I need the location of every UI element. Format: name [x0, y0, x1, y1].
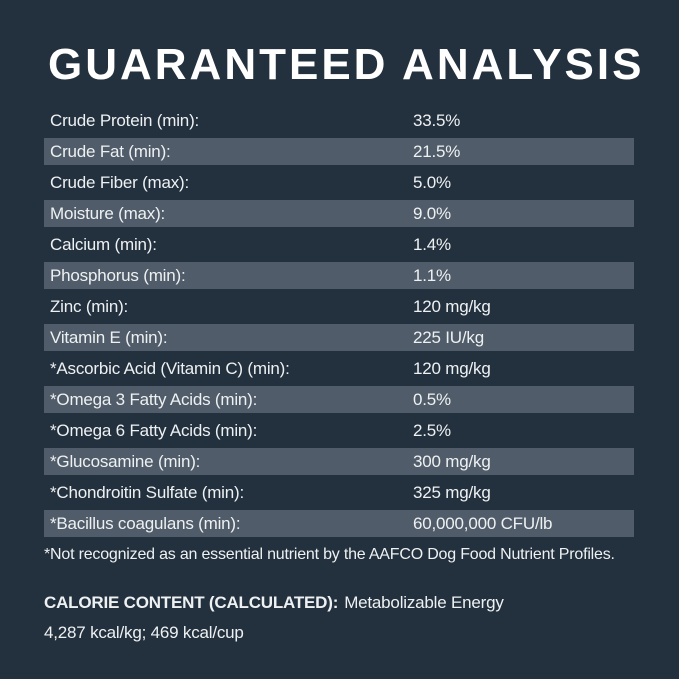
page-title: GUARANTEED ANALYSIS	[48, 40, 645, 89]
table-row-phosphorus: Phosphorus (min): 1.1%	[44, 260, 634, 291]
nutrient-label: Calcium (min):	[50, 235, 157, 254]
nutrient-value: 225 IU/kg	[413, 328, 484, 347]
nutrient-value: 9.0%	[413, 204, 451, 223]
nutrient-value: 300 mg/kg	[413, 452, 491, 471]
nutrient-label: Crude Fat (min):	[50, 142, 171, 161]
nutrient-label: Crude Protein (min):	[50, 111, 200, 130]
nutrient-value: 1.1%	[413, 266, 451, 285]
nutrient-value: 1.4%	[413, 235, 451, 254]
aafco-footnote: *Not recognized as an essential nutrient…	[44, 546, 615, 563]
calorie-content-line: CALORIE CONTENT (CALCULATED): Metabolizab…	[44, 588, 644, 618]
nutrient-label: *Ascorbic Acid (Vitamin C) (min):	[50, 359, 290, 378]
nutrient-label: Moisture (max):	[50, 204, 166, 223]
table-row-ascorbic-acid: *Ascorbic Acid (Vitamin C) (min): 120 mg…	[44, 353, 634, 384]
nutrient-value: 325 mg/kg	[413, 483, 491, 502]
calorie-content-description: Metabolizable Energy	[344, 593, 504, 612]
nutrient-value: 5.0%	[413, 173, 451, 192]
nutrient-value: 33.5%	[413, 111, 461, 130]
nutrient-label: Vitamin E (min):	[50, 328, 168, 347]
nutrient-value: 120 mg/kg	[413, 359, 491, 378]
table-row-crude-protein: Crude Protein (min): 33.5%	[44, 105, 634, 136]
nutrient-label: Phosphorus (min):	[50, 266, 186, 285]
table-row-glucosamine: *Glucosamine (min): 300 mg/kg	[44, 446, 634, 477]
nutrient-label: *Glucosamine (min):	[50, 452, 201, 471]
table-row-crude-fat: Crude Fat (min): 21.5%	[44, 136, 634, 167]
calorie-values: 4,287 kcal/kg; 469 kcal/cup	[44, 623, 244, 642]
table-row-zinc: Zinc (min): 120 mg/kg	[44, 291, 634, 322]
nutrient-value: 2.5%	[413, 421, 451, 440]
table-row-vitamin-e: Vitamin E (min): 225 IU/kg	[44, 322, 634, 353]
calorie-content-label: CALORIE CONTENT (CALCULATED):	[44, 593, 339, 612]
nutrient-label: *Omega 3 Fatty Acids (min):	[50, 390, 258, 409]
table-row-crude-fiber: Crude Fiber (max): 5.0%	[44, 167, 634, 198]
nutrient-value: 60,000,000 CFU/lb	[413, 514, 553, 533]
nutrient-label: Crude Fiber (max):	[50, 173, 190, 192]
table-row-chondroitin: *Chondroitin Sulfate (min): 325 mg/kg	[44, 477, 634, 508]
calorie-content-section: CALORIE CONTENT (CALCULATED): Metabolizab…	[44, 588, 644, 648]
table-row-moisture: Moisture (max): 9.0%	[44, 198, 634, 229]
nutrient-label: *Omega 6 Fatty Acids (min):	[50, 421, 258, 440]
nutrient-value: 21.5%	[413, 142, 461, 161]
nutrient-value: 0.5%	[413, 390, 451, 409]
table-row-omega-6: *Omega 6 Fatty Acids (min): 2.5%	[44, 415, 634, 446]
table-row-bacillus: *Bacillus coagulans (min): 60,000,000 CF…	[44, 508, 634, 539]
nutrient-value: 120 mg/kg	[413, 297, 491, 316]
nutrient-label: *Chondroitin Sulfate (min):	[50, 483, 244, 502]
table-row-calcium: Calcium (min): 1.4%	[44, 229, 634, 260]
nutrient-label: Zinc (min):	[50, 297, 129, 316]
table-row-omega-3: *Omega 3 Fatty Acids (min): 0.5%	[44, 384, 634, 415]
analysis-table: Crude Protein (min): 33.5% Crude Fat (mi…	[44, 105, 634, 539]
nutrient-label: *Bacillus coagulans (min):	[50, 514, 241, 533]
